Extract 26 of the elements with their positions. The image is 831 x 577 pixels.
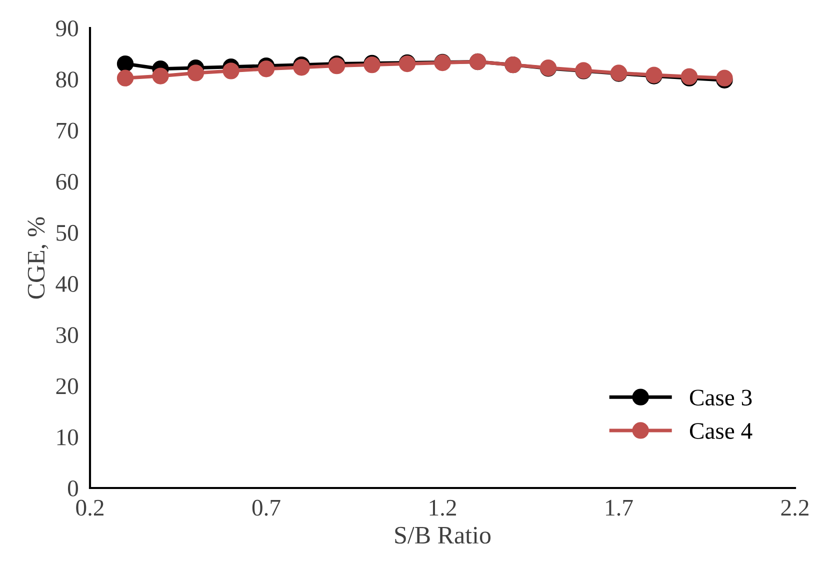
- x-tick-label: 1.7: [606, 500, 633, 516]
- x-axis-title: S/B Ratio: [395, 526, 491, 544]
- point: [258, 60, 275, 78]
- x-tick-label: 1.2: [430, 500, 456, 516]
- point: [152, 68, 169, 84]
- y-tick-label: 0: [68, 480, 78, 496]
- y-tick-label: 40: [56, 276, 78, 292]
- point: [187, 64, 204, 82]
- x-tick-label: 0.7: [252, 500, 280, 516]
- y-tick-label: 10: [57, 429, 78, 446]
- point: [116, 70, 134, 86]
- y-tick-label: 30: [56, 327, 78, 344]
- y-tick-label: 90: [56, 20, 78, 36]
- y-tick-label: 70: [56, 122, 78, 139]
- point: [293, 59, 310, 76]
- legend-label: Case 3: [690, 390, 752, 406]
- x-tick-label: 0.2: [76, 500, 104, 516]
- point: [222, 62, 240, 80]
- y-tick-label: 20: [56, 378, 78, 394]
- y-tick-label: 50: [56, 224, 78, 241]
- legend-label: Case 4: [690, 423, 752, 439]
- y-tick-label: 60: [56, 174, 78, 190]
- y-axis-title: CGE, %: [28, 217, 48, 299]
- x-tick-label: 2.2: [781, 500, 808, 516]
- y-tick-label: 80: [56, 72, 78, 88]
- point: [116, 55, 134, 72]
